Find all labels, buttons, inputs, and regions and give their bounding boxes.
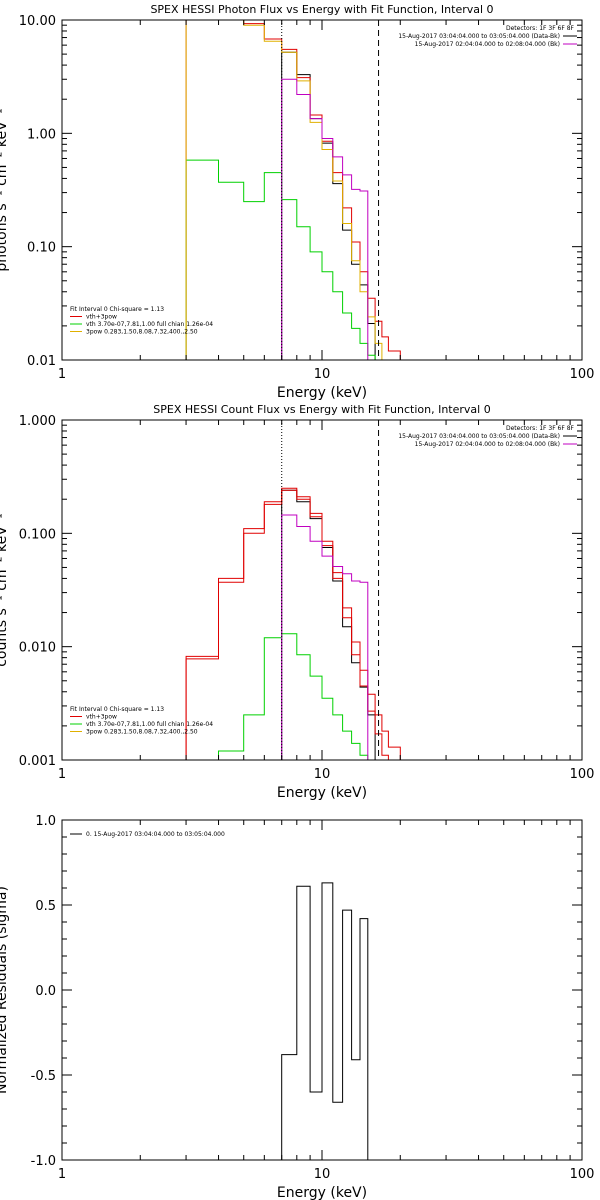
series-3pow bbox=[185, 20, 383, 360]
legend-right-entry: 15-Aug-2017 02:04:04.000 to 02:08:04.000… bbox=[415, 441, 560, 448]
series-3pow bbox=[185, 489, 389, 760]
fit-info-label: Fit Interval 0 Chi-square = 1.13 bbox=[70, 306, 164, 313]
y-tick-label: 1.00 bbox=[27, 127, 56, 142]
legend-right-entry: 15-Aug-2017 02:04:04.000 to 02:08:04.000… bbox=[415, 41, 560, 48]
y-axis-label: photons s⁻¹ cm⁻² keV⁻¹ bbox=[0, 108, 10, 271]
y-tick-label: 1.0 bbox=[35, 814, 56, 829]
chart-title: SPEX HESSI Count Flux vs Energy with Fit… bbox=[153, 403, 490, 416]
y-tick-label: 1.000 bbox=[19, 414, 56, 429]
detectors-label: Detectors: 1F 3F 6F 8F bbox=[506, 425, 575, 432]
x-tick-label: 10 bbox=[314, 1167, 331, 1182]
y-tick-label: 0.100 bbox=[19, 527, 56, 542]
x-tick-label: 100 bbox=[570, 367, 595, 382]
y-tick-label: 0.010 bbox=[19, 641, 56, 656]
y-tick-label: 10.00 bbox=[19, 14, 56, 29]
legend-left-entry: 3pow 0.283,1.50,8.08,7.32,400.,2.50 bbox=[86, 329, 198, 336]
y-axis-label: counts s⁻¹ cm⁻² keV⁻¹ bbox=[0, 513, 10, 667]
x-tick-label: 100 bbox=[570, 1167, 595, 1182]
y-tick-label: 0.0 bbox=[35, 984, 56, 999]
series-vth bbox=[185, 159, 376, 360]
x-axis-label: Energy (keV) bbox=[277, 385, 367, 401]
x-axis-label: Energy (keV) bbox=[277, 1185, 367, 1200]
legend-left-entry: vth+3pow bbox=[86, 714, 117, 721]
y-tick-label: 0.01 bbox=[27, 354, 56, 369]
x-tick-label: 1 bbox=[58, 767, 66, 782]
series-vth+3pow bbox=[185, 20, 412, 360]
legend-left-entry: vth 3.70e-07,7.81,1.00 full chian 1.26e-… bbox=[86, 721, 213, 728]
y-tick-label: -1.0 bbox=[31, 1154, 56, 1169]
y-tick-label: 0.5 bbox=[35, 899, 56, 914]
legend-left-entry: 3pow 0.283,1.50,8.08,7.32,400.,2.50 bbox=[86, 729, 198, 736]
series-data bbox=[281, 51, 376, 360]
legend-right-entry: 15-Aug-2017 03:04:04.000 to 03:05:04.000… bbox=[398, 433, 560, 440]
y-axis-label: Normalized Residuals (sigma) bbox=[0, 886, 10, 1094]
plot-area-0 bbox=[185, 20, 412, 360]
x-tick-label: 10 bbox=[314, 367, 331, 382]
plot-area-2 bbox=[281, 882, 369, 1160]
y-tick-label: 0.10 bbox=[27, 241, 56, 256]
series-vth bbox=[218, 633, 369, 760]
series-vth+3pow bbox=[185, 487, 412, 760]
x-axis-label: Energy (keV) bbox=[277, 785, 367, 801]
x-tick-label: 10 bbox=[314, 767, 331, 782]
x-tick-label: 1 bbox=[58, 1167, 66, 1182]
plot-area-1 bbox=[185, 420, 412, 760]
x-tick-label: 100 bbox=[570, 767, 595, 782]
chart-title: SPEX HESSI Photon Flux vs Energy with Fi… bbox=[150, 3, 493, 16]
y-tick-label: 0.001 bbox=[19, 754, 56, 769]
y-tick-label: -0.5 bbox=[31, 1069, 56, 1084]
series-background bbox=[281, 514, 369, 760]
series-data bbox=[281, 489, 376, 760]
legend-left-entry: vth+3pow bbox=[86, 314, 117, 321]
legend-right-entry: 15-Aug-2017 03:04:04.000 to 03:05:04.000… bbox=[398, 33, 560, 40]
series-background bbox=[281, 78, 369, 360]
detectors-label: Detectors: 1F 3F 6F 8F bbox=[506, 25, 575, 32]
legend-left-entry: 0. 15-Aug-2017 03:04:04.000 to 03:05:04.… bbox=[86, 831, 225, 838]
fit-info-label: Fit Interval 0 Chi-square = 1.13 bbox=[70, 706, 164, 713]
legend-left-entry: vth 3.70e-07,7.81,1.00 full chian 1.26e-… bbox=[86, 321, 213, 328]
series-residuals bbox=[281, 882, 369, 1160]
x-tick-label: 1 bbox=[58, 367, 66, 382]
